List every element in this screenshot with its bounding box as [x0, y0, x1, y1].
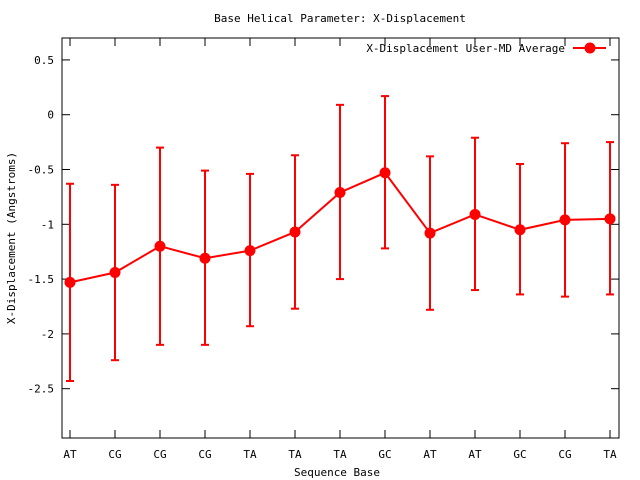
data-point [335, 187, 346, 198]
x-tick-label: AT [468, 448, 482, 461]
x-tick-label: TA [288, 448, 302, 461]
data-point [200, 253, 211, 264]
x-tick-label: CG [198, 448, 211, 461]
data-point [605, 213, 616, 224]
data-point [515, 224, 526, 235]
x-tick-label: TA [603, 448, 617, 461]
data-point [155, 241, 166, 252]
y-axis: 0.5 0 -0.5 -1 -1.5 -2 -2.5 [28, 54, 620, 396]
y-tick-label: -0.5 [28, 164, 55, 177]
x-axis-label: Sequence Base [294, 466, 380, 479]
data-point [245, 245, 256, 256]
y-tick-label: 0 [47, 109, 54, 122]
y-axis-label: X-Displacement (Angstroms) [5, 152, 18, 324]
y-tick-label: -1 [41, 218, 54, 231]
x-tick-label: GC [378, 448, 391, 461]
legend-label: X-Displacement User-MD Average [366, 42, 565, 55]
x-tick-label: TA [243, 448, 257, 461]
legend: X-Displacement User-MD Average [366, 42, 606, 55]
legend-marker [585, 43, 596, 54]
data-point [110, 267, 121, 278]
data-point [380, 167, 391, 178]
x-tick-label: CG [108, 448, 121, 461]
x-tick-label: GC [513, 448, 526, 461]
data-point [425, 228, 436, 239]
y-tick-label: 0.5 [34, 54, 54, 67]
x-tick-label: CG [558, 448, 571, 461]
chart-title: Base Helical Parameter: X-Displacement [214, 12, 466, 25]
x-tick-label: AT [423, 448, 437, 461]
y-tick-label: -2 [41, 328, 54, 341]
x-tick-label: CG [153, 448, 166, 461]
y-tick-label: -2.5 [28, 383, 55, 396]
data-point [470, 209, 481, 220]
y-tick-label: -1.5 [28, 273, 55, 286]
error-bars [66, 96, 614, 381]
data-point [290, 226, 301, 237]
data-point [65, 277, 76, 288]
x-tick-label: AT [63, 448, 77, 461]
data-point [560, 214, 571, 225]
x-tick-label: TA [333, 448, 347, 461]
